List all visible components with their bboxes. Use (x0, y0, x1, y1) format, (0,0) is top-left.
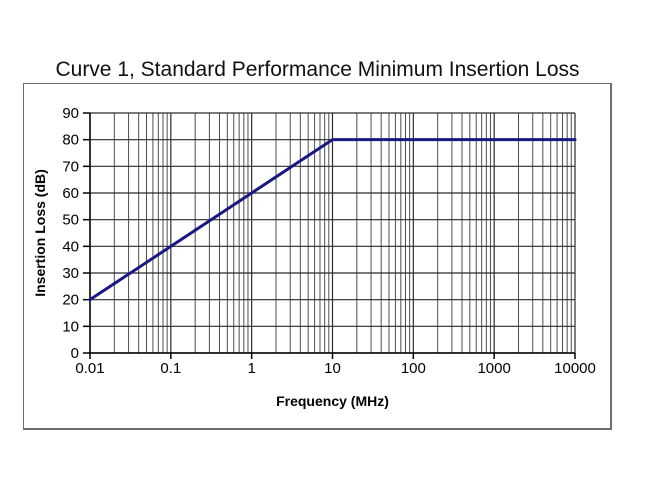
y-tick-label: 70 (62, 158, 79, 175)
x-tick-label: 0.1 (160, 360, 181, 377)
x-tick-label: 0.01 (75, 360, 104, 377)
x-tick-label: 10 (324, 360, 341, 377)
x-tick-label: 1 (247, 360, 255, 377)
y-tick-label: 10 (62, 318, 79, 335)
y-tick-label: 90 (62, 105, 79, 122)
x-axis-title: Frequency (MHz) (276, 393, 389, 409)
y-tick-label: 40 (62, 238, 79, 255)
y-tick-label: 50 (62, 212, 79, 229)
x-tick-label: 1000 (477, 360, 510, 377)
chart-canvas: 0 10 20 30 40 50 60 70 80 90 0.01 0.1 1 10 100 1000 1000… (32, 105, 596, 409)
chart-frame: 0 10 20 30 40 50 60 70 80 90 0.01 0.1 1 10 100 1000 1000… (23, 83, 612, 430)
x-tick-label: 100 (401, 360, 426, 377)
y-tick-label: 60 (62, 185, 79, 202)
y-axis-title: Insertion Loss (dB) (32, 169, 48, 297)
y-tick-label: 80 (62, 132, 79, 149)
y-tick-label: 0 (71, 345, 79, 362)
x-tick-label: 10000 (554, 360, 596, 377)
y-tick-label: 30 (62, 265, 79, 282)
chart-title: Curve 1, Standard Performance Minimum In… (55, 58, 580, 81)
y-tick-label: 20 (62, 292, 79, 309)
data-line-curve-1 (88, 138, 577, 302)
